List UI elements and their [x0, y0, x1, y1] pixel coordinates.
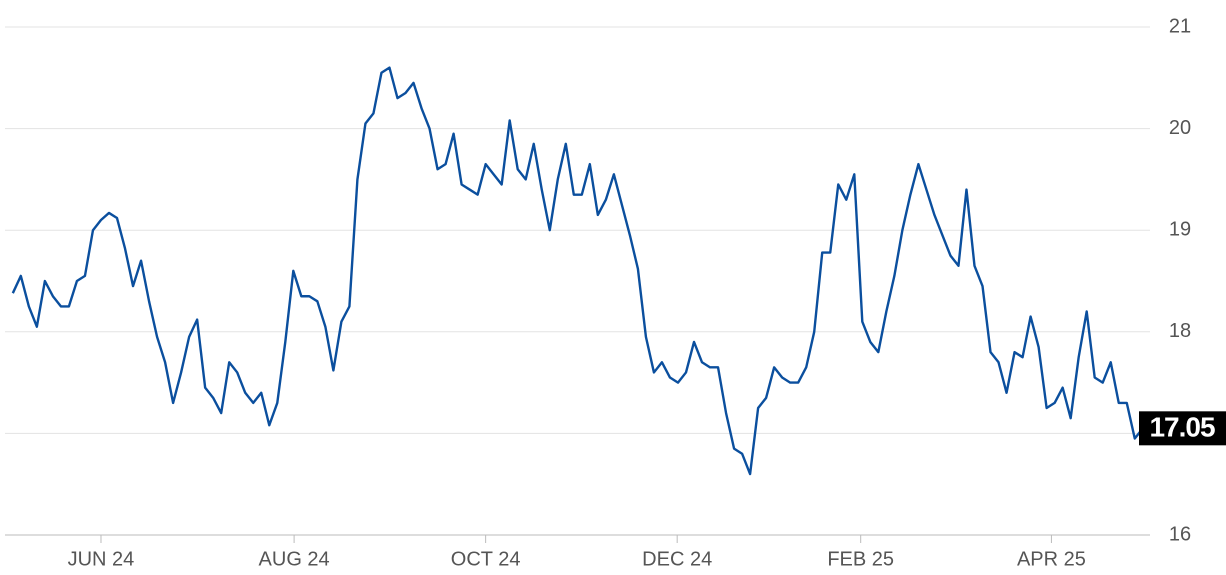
x-tick-label: DEC 24 — [642, 548, 712, 570]
y-tick-label: 19 — [1169, 218, 1191, 240]
x-tick-label: JUN 24 — [68, 548, 135, 570]
y-tick-label: 18 — [1169, 320, 1191, 342]
x-tick-label: FEB 25 — [827, 548, 894, 570]
y-tick-label: 16 — [1169, 523, 1191, 545]
price-line — [11, 66, 1144, 476]
y-tick-label: 21 — [1169, 15, 1191, 37]
x-tick-label: OCT 24 — [451, 548, 521, 570]
last-value-label: 17.05 — [1149, 412, 1214, 443]
last-value-box — [1139, 411, 1226, 446]
y-tick-label: 20 — [1169, 117, 1191, 139]
x-tick-label: AUG 24 — [259, 548, 330, 570]
x-tick-label: APR 25 — [1017, 548, 1086, 570]
